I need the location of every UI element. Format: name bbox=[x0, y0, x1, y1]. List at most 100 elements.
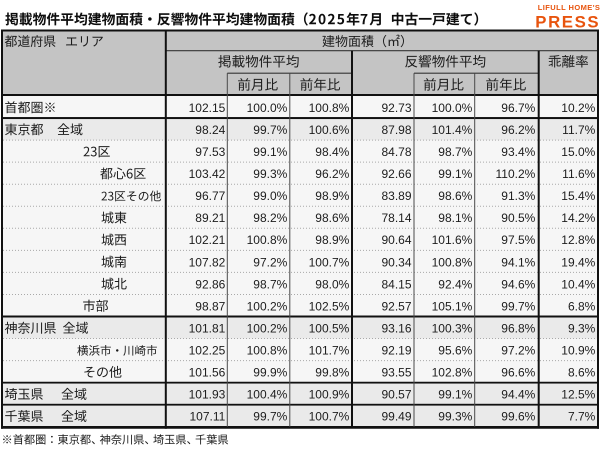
svg-text:99.9%: 99.9% bbox=[253, 366, 287, 380]
svg-text:102.5%: 102.5% bbox=[309, 299, 350, 313]
svg-text:92.57: 92.57 bbox=[381, 299, 411, 313]
svg-text:87.98: 87.98 bbox=[381, 123, 411, 137]
svg-text:97.5%: 97.5% bbox=[501, 233, 535, 247]
svg-text:99.7%: 99.7% bbox=[253, 410, 287, 424]
svg-text:96.7%: 96.7% bbox=[501, 101, 535, 115]
svg-text:99.1%: 99.1% bbox=[438, 388, 472, 402]
svg-text:99.8%: 99.8% bbox=[315, 366, 349, 380]
svg-text:92.66: 92.66 bbox=[381, 167, 411, 181]
svg-text:84.78: 84.78 bbox=[381, 145, 411, 159]
svg-text:99.49: 99.49 bbox=[381, 410, 411, 424]
svg-text:102.8%: 102.8% bbox=[432, 366, 473, 380]
svg-text:97.53: 97.53 bbox=[195, 145, 225, 159]
svg-text:100.2%: 100.2% bbox=[247, 299, 288, 313]
svg-text:LIFULL HOME'S: LIFULL HOME'S bbox=[538, 3, 600, 12]
svg-text:102.21: 102.21 bbox=[189, 233, 226, 247]
svg-text:101.6%: 101.6% bbox=[432, 233, 473, 247]
svg-text:98.9%: 98.9% bbox=[315, 189, 349, 203]
svg-text:97.2%: 97.2% bbox=[253, 255, 287, 269]
svg-text:10.2%: 10.2% bbox=[561, 101, 595, 115]
svg-text:100.5%: 100.5% bbox=[309, 321, 350, 335]
svg-text:99.7%: 99.7% bbox=[501, 299, 535, 313]
svg-text:96.2%: 96.2% bbox=[501, 123, 535, 137]
svg-text:97.2%: 97.2% bbox=[501, 343, 535, 357]
svg-text:19.4%: 19.4% bbox=[561, 255, 595, 269]
svg-text:90.64: 90.64 bbox=[381, 233, 411, 247]
svg-text:6.8%: 6.8% bbox=[568, 299, 596, 313]
svg-text:100.8%: 100.8% bbox=[247, 233, 288, 247]
svg-text:99.3%: 99.3% bbox=[253, 167, 287, 181]
svg-text:98.87: 98.87 bbox=[195, 299, 225, 313]
svg-text:10.4%: 10.4% bbox=[561, 277, 595, 291]
svg-text:103.42: 103.42 bbox=[189, 167, 226, 181]
svg-text:95.6%: 95.6% bbox=[438, 343, 472, 357]
svg-text:91.3%: 91.3% bbox=[501, 189, 535, 203]
svg-text:98.2%: 98.2% bbox=[253, 211, 287, 225]
svg-text:100.8%: 100.8% bbox=[432, 255, 473, 269]
svg-text:110.2%: 110.2% bbox=[495, 167, 535, 181]
svg-text:100.3%: 100.3% bbox=[432, 321, 473, 335]
svg-text:90.34: 90.34 bbox=[381, 255, 411, 269]
svg-text:101.81: 101.81 bbox=[189, 321, 226, 335]
svg-text:92.19: 92.19 bbox=[381, 343, 411, 357]
svg-text:96.8%: 96.8% bbox=[501, 321, 535, 335]
svg-text:12.8%: 12.8% bbox=[561, 233, 595, 247]
svg-text:14.2%: 14.2% bbox=[561, 211, 595, 225]
svg-text:15.4%: 15.4% bbox=[561, 189, 595, 203]
svg-text:8.6%: 8.6% bbox=[568, 366, 596, 380]
svg-text:98.7%: 98.7% bbox=[253, 277, 287, 291]
svg-text:84.15: 84.15 bbox=[381, 277, 411, 291]
svg-text:98.0%: 98.0% bbox=[315, 277, 349, 291]
svg-text:94.6%: 94.6% bbox=[501, 277, 535, 291]
svg-text:10.9%: 10.9% bbox=[561, 343, 595, 357]
svg-text:98.1%: 98.1% bbox=[438, 211, 472, 225]
svg-text:78.14: 78.14 bbox=[381, 211, 411, 225]
svg-text:96.2%: 96.2% bbox=[315, 167, 349, 181]
svg-text:93.16: 93.16 bbox=[381, 321, 411, 335]
svg-text:96.6%: 96.6% bbox=[501, 366, 535, 380]
svg-text:105.1%: 105.1% bbox=[432, 299, 473, 313]
svg-text:98.7%: 98.7% bbox=[438, 145, 472, 159]
svg-text:90.57: 90.57 bbox=[381, 388, 411, 402]
svg-text:98.9%: 98.9% bbox=[315, 233, 349, 247]
svg-text:100.8%: 100.8% bbox=[247, 343, 288, 357]
svg-text:98.4%: 98.4% bbox=[315, 145, 349, 159]
svg-text:PRESS: PRESS bbox=[535, 12, 600, 31]
svg-text:100.0%: 100.0% bbox=[432, 101, 473, 115]
svg-text:100.2%: 100.2% bbox=[247, 321, 288, 335]
svg-text:98.6%: 98.6% bbox=[438, 189, 472, 203]
svg-text:99.6%: 99.6% bbox=[501, 410, 535, 424]
svg-text:101.56: 101.56 bbox=[189, 366, 226, 380]
svg-text:100.7%: 100.7% bbox=[309, 410, 350, 424]
svg-text:83.89: 83.89 bbox=[381, 189, 411, 203]
svg-text:90.5%: 90.5% bbox=[501, 211, 535, 225]
svg-text:100.7%: 100.7% bbox=[309, 255, 350, 269]
svg-text:98.6%: 98.6% bbox=[315, 211, 349, 225]
svg-text:9.3%: 9.3% bbox=[568, 321, 596, 335]
svg-text:92.86: 92.86 bbox=[195, 277, 225, 291]
svg-text:99.3%: 99.3% bbox=[438, 410, 472, 424]
svg-text:11.6%: 11.6% bbox=[562, 167, 595, 181]
svg-text:92.73: 92.73 bbox=[381, 101, 411, 115]
svg-text:100.8%: 100.8% bbox=[309, 101, 350, 115]
svg-text:102.25: 102.25 bbox=[189, 343, 226, 357]
svg-text:99.0%: 99.0% bbox=[253, 189, 287, 203]
svg-text:94.4%: 94.4% bbox=[501, 388, 535, 402]
svg-text:12.5%: 12.5% bbox=[561, 388, 595, 402]
svg-text:96.77: 96.77 bbox=[195, 189, 225, 203]
svg-text:101.4%: 101.4% bbox=[432, 123, 473, 137]
svg-text:101.93: 101.93 bbox=[189, 388, 226, 402]
svg-text:107.82: 107.82 bbox=[189, 255, 226, 269]
svg-text:92.4%: 92.4% bbox=[438, 277, 472, 291]
svg-text:99.7%: 99.7% bbox=[253, 123, 287, 137]
svg-text:101.7%: 101.7% bbox=[309, 343, 350, 357]
svg-text:100.4%: 100.4% bbox=[247, 388, 288, 402]
svg-text:99.1%: 99.1% bbox=[253, 145, 287, 159]
svg-text:94.1%: 94.1% bbox=[501, 255, 535, 269]
svg-text:98.24: 98.24 bbox=[195, 123, 225, 137]
svg-text:100.6%: 100.6% bbox=[309, 123, 350, 137]
svg-text:15.0%: 15.0% bbox=[561, 145, 595, 159]
svg-text:11.7%: 11.7% bbox=[562, 123, 595, 137]
svg-text:89.21: 89.21 bbox=[195, 211, 225, 225]
svg-text:93.55: 93.55 bbox=[381, 366, 411, 380]
